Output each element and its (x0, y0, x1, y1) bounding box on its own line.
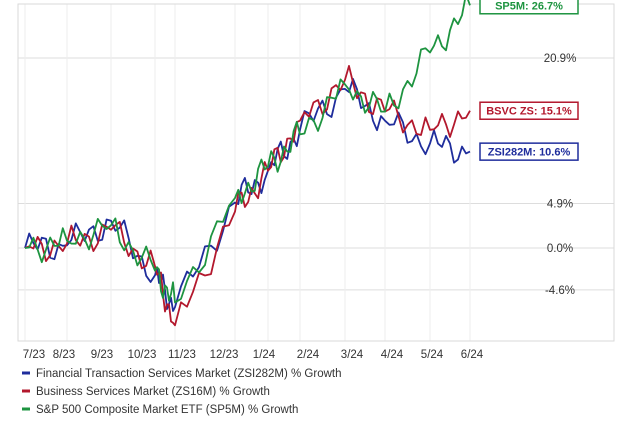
end-label-text: ZSI282M: 10.6% (488, 147, 571, 159)
series-line-1 (24, 78, 471, 312)
end-label-text: BSVC ZS: 15.1% (486, 106, 572, 118)
x-tick-label: 11/23 (168, 349, 196, 361)
x-tick-label: 4/24 (381, 349, 404, 361)
series-line-3 (24, 0, 471, 304)
end-labels: ZSI282M: 10.6% BSVC ZS: 15.1% SP5M: 26.7% (479, 0, 579, 161)
x-tick-label: 6/24 (461, 349, 484, 361)
y-axis-ticks: 20.9% 4.9% 0.0% -4.6% (544, 53, 577, 297)
end-label-2: BSVC ZS: 15.1% (479, 101, 579, 120)
legend-label: S&P 500 Composite Market ETF (SP5M) % Gr… (36, 404, 298, 416)
end-label-box (479, 101, 579, 120)
x-tick-label: 10/23 (128, 349, 157, 361)
end-label-text: SP5M: 26.7% (495, 0, 563, 12)
legend-label: Business Services Market (ZS16M) % Growt… (36, 386, 270, 398)
legend-item-3: S&P 500 Composite Market ETF (SP5M) % Gr… (22, 404, 298, 416)
x-tick-label: 9/23 (91, 349, 113, 361)
legend: Financial Transaction Services Market (Z… (22, 368, 342, 416)
end-label-3: SP5M: 26.7% (479, 0, 579, 15)
y-tick-label: 20.9% (544, 53, 577, 65)
x-tick-label: 12/23 (210, 349, 239, 361)
end-label-box (479, 142, 579, 161)
plot-frame (17, 3, 615, 342)
y-tick-label: 0.0% (547, 243, 573, 255)
series-lines (24, 0, 471, 327)
x-tick-label: 2/24 (297, 349, 320, 361)
legend-label: Financial Transaction Services Market (Z… (36, 368, 342, 380)
x-tick-label: 5/24 (421, 349, 444, 361)
x-tick-label: 3/24 (341, 349, 364, 361)
grid (18, 4, 614, 341)
x-tick-label: 1/24 (253, 349, 276, 361)
y-tick-label: -4.6% (545, 285, 575, 297)
end-label-1: ZSI282M: 10.6% (479, 142, 579, 161)
legend-item-1: Financial Transaction Services Market (Z… (22, 368, 342, 380)
end-label-box (479, 0, 579, 15)
x-axis-ticks: 7/23 8/23 9/23 10/23 11/23 12/23 1/24 2/24 3/24 4… (23, 349, 484, 361)
y-tick-label: 4.9% (547, 198, 573, 210)
x-tick-label: 8/23 (53, 349, 75, 361)
x-tick-label: 7/23 (23, 349, 45, 361)
legend-item-2: Business Services Market (ZS16M) % Growt… (22, 386, 270, 398)
